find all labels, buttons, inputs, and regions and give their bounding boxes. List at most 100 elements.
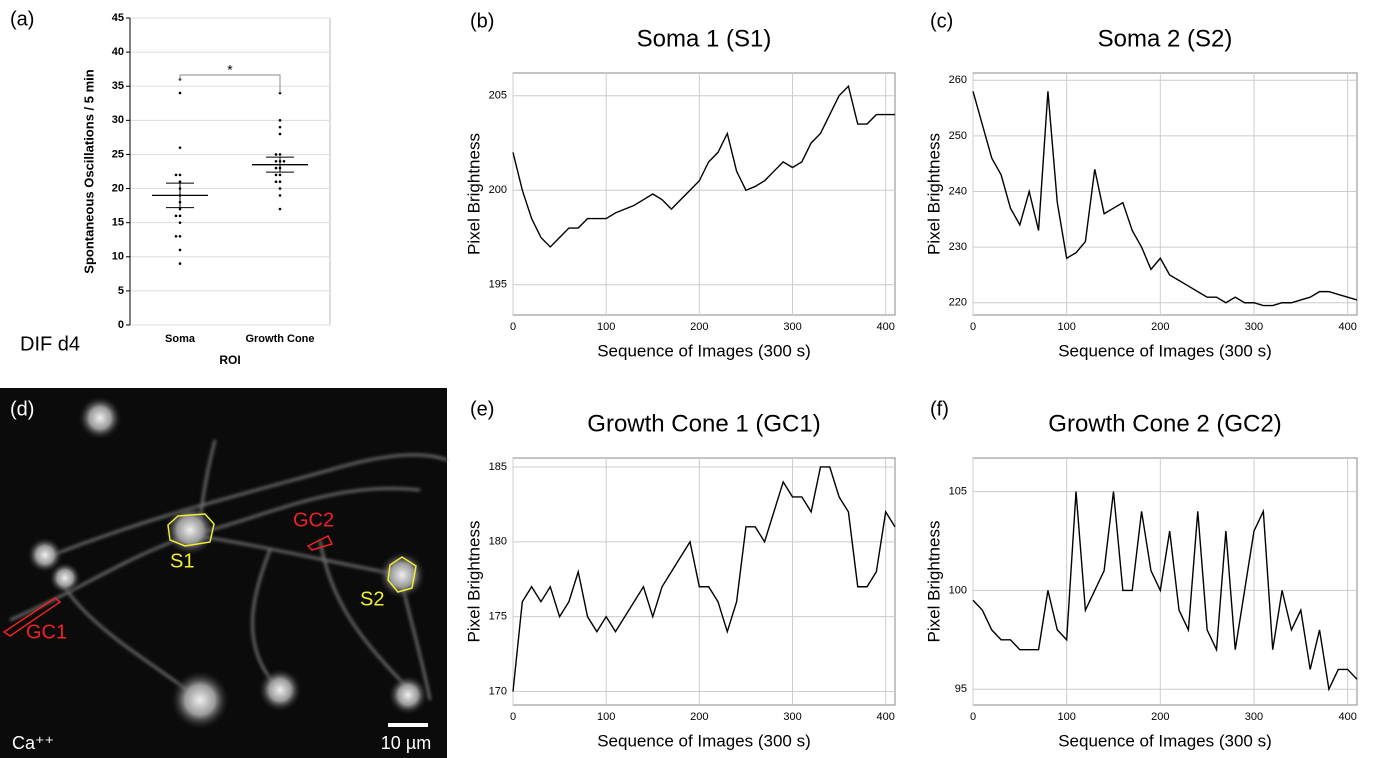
x-tick-label: 0 xyxy=(970,321,976,333)
x-tick-label: 300 xyxy=(783,711,801,723)
roi-label: S2 xyxy=(360,588,384,610)
data-point xyxy=(178,221,182,224)
y-axis-label: Pixel Brightness xyxy=(464,521,483,643)
trace xyxy=(972,491,1358,692)
data-point xyxy=(278,153,282,156)
plot-area xyxy=(512,457,896,706)
y-tick-label: 0 xyxy=(118,319,124,331)
y-tick-label: 20 xyxy=(112,182,124,194)
data-point xyxy=(178,248,182,252)
x-tick-label: 200 xyxy=(690,711,708,723)
data-point xyxy=(282,159,286,163)
data-point xyxy=(178,173,182,177)
plot-area xyxy=(512,72,896,316)
data-point xyxy=(178,207,182,211)
y-tick-label: 195 xyxy=(489,279,507,291)
roi-outline xyxy=(387,556,417,593)
y-axis-label: Pixel Brightness xyxy=(464,133,483,255)
data-point xyxy=(178,235,182,238)
trace xyxy=(972,91,1358,307)
x-tick-label: Growth Cone xyxy=(245,333,314,345)
data-point xyxy=(274,159,278,163)
y-axis-label: Pixel Brightness xyxy=(924,521,943,643)
panel-label: (d) xyxy=(10,398,34,420)
ion-label: Ca⁺⁺ xyxy=(12,733,54,753)
data-point xyxy=(278,125,282,129)
y-tick-label: 180 xyxy=(489,536,507,548)
x-tick-label: Soma xyxy=(165,333,196,345)
y-tick-label: 205 xyxy=(489,90,507,102)
roi-outline xyxy=(167,513,215,547)
data-point xyxy=(178,262,182,265)
x-tick-label: 200 xyxy=(1151,321,1169,333)
y-axis-label: Spontaneous Oscillations / 5 min xyxy=(81,69,96,273)
y-tick-label: 185 xyxy=(489,461,507,473)
y-tick-label: 15 xyxy=(112,217,124,229)
x-tick-label: 0 xyxy=(970,711,976,723)
scale-bar xyxy=(388,723,428,727)
trace xyxy=(512,84,895,248)
roi-label: GC2 xyxy=(293,509,334,531)
data-point xyxy=(274,180,278,184)
y-tick-label: 5 xyxy=(118,285,124,297)
x-tick-label: 100 xyxy=(1057,321,1075,333)
x-tick-label: 0 xyxy=(510,711,516,723)
roi-label: GC1 xyxy=(26,621,67,643)
data-point xyxy=(174,235,178,238)
data-point xyxy=(278,187,282,190)
panel-label: (f) xyxy=(930,398,949,420)
panel-label: (c) xyxy=(930,10,953,32)
y-tick-label: 25 xyxy=(112,148,124,160)
plot-area xyxy=(972,457,1358,706)
scale-bar-label: 10 µm xyxy=(381,733,431,753)
y-tick-label: 45 xyxy=(112,12,124,24)
x-tick-label: 300 xyxy=(1245,321,1263,333)
y-tick-label: 220 xyxy=(949,297,967,309)
y-tick-label: 250 xyxy=(949,130,967,142)
chart-title: Soma 2 (S2) xyxy=(1098,25,1233,52)
x-axis-label: Sequence of Images (300 s) xyxy=(597,731,811,750)
data-point xyxy=(274,173,278,177)
plot-area xyxy=(129,17,331,326)
y-tick-label: 170 xyxy=(489,685,507,697)
roi-outline xyxy=(306,534,334,551)
x-tick-label: 400 xyxy=(877,321,895,333)
x-tick-label: 100 xyxy=(597,321,615,333)
chart-title: Soma 1 (S1) xyxy=(637,25,772,52)
x-tick-label: 100 xyxy=(1057,711,1075,723)
note: DIF d4 xyxy=(20,333,80,355)
y-tick-label: 200 xyxy=(489,184,507,196)
x-axis-label: Sequence of Images (300 s) xyxy=(1058,341,1272,360)
panel-label: (a) xyxy=(10,8,34,30)
y-tick-label: 40 xyxy=(112,46,124,58)
data-point xyxy=(278,119,282,122)
x-tick-label: 100 xyxy=(597,711,615,723)
y-tick-label: 30 xyxy=(112,114,124,126)
significance-bracket xyxy=(179,74,281,93)
y-tick-label: 35 xyxy=(112,80,124,92)
x-tick-label: 400 xyxy=(1338,711,1356,723)
data-point xyxy=(178,180,182,184)
panel-label: (b) xyxy=(470,10,494,32)
x-axis-label: ROI xyxy=(219,353,240,367)
micrograph: (d) S1 S2 GC1 GC2 Ca⁺⁺ 10 µm xyxy=(0,388,448,758)
plot-area xyxy=(972,72,1358,316)
data-point xyxy=(274,153,278,156)
significance-label: * xyxy=(227,62,233,78)
y-axis-label: Pixel Brightness xyxy=(924,133,943,255)
roi-label: S1 xyxy=(170,550,194,572)
x-tick-label: 200 xyxy=(690,321,708,333)
chart-title: Growth Cone 1 (GC1) xyxy=(587,410,820,437)
data-point xyxy=(178,146,182,149)
y-tick-label: 240 xyxy=(949,185,967,197)
y-tick-label: 105 xyxy=(949,485,967,497)
x-tick-label: 200 xyxy=(1151,711,1169,723)
data-point xyxy=(278,194,282,197)
data-point xyxy=(274,166,278,170)
data-point xyxy=(178,91,182,95)
data-point xyxy=(278,207,282,211)
x-tick-label: 400 xyxy=(877,711,895,723)
y-tick-label: 175 xyxy=(489,611,507,623)
